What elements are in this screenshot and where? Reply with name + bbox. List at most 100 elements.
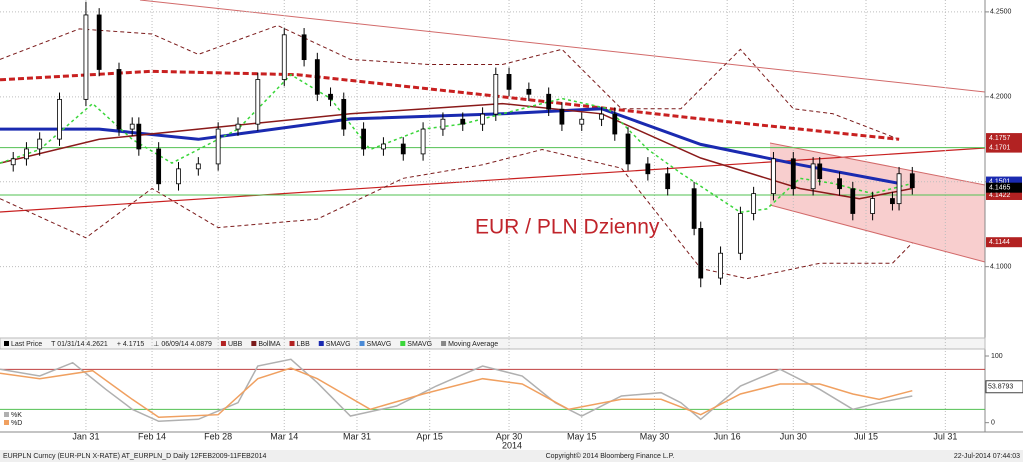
candle-body: [215, 128, 221, 165]
legend-label: ⊥ 06/09/14 4.0879: [153, 341, 212, 348]
footer-right: 22-Jul-2014 07:44:03: [954, 453, 1020, 460]
price-tag: [986, 142, 1022, 153]
legend-label: %K: [11, 412, 22, 419]
candle-body: [57, 98, 62, 140]
trend-line: [139, 0, 986, 93]
price-tag-label: 4.1501: [989, 178, 1011, 185]
line-series: [0, 148, 913, 280]
candle-body: [10, 158, 16, 166]
legend-swatch: [359, 341, 365, 346]
candle-body: [718, 252, 723, 279]
candle-body: [381, 143, 386, 150]
candle-body: [314, 59, 320, 95]
y2-tick-label: 0: [991, 420, 995, 427]
x-tick-label: Jul 15: [854, 431, 878, 441]
candle-body: [579, 118, 585, 125]
candle-body: [817, 163, 823, 180]
candle-body: [255, 79, 261, 125]
legend-label: + 4.1715: [117, 341, 145, 348]
candle-body: [790, 158, 796, 190]
x-tick-label: Jun 16: [714, 431, 741, 441]
legend-label: %D: [11, 420, 22, 427]
y-tick-label: 4.1000: [990, 264, 1012, 271]
legend-label: Moving Average: [448, 341, 498, 348]
footer-left: EURPLN Curncy (EUR-PLN X-RATE) AT_EURPLN…: [3, 453, 266, 460]
candle-body: [301, 34, 307, 61]
x-tick-label: May 15: [567, 431, 597, 441]
candle-body: [83, 14, 89, 100]
legend-label: SMAVG: [326, 341, 351, 348]
x-tick-label: Mar 31: [343, 431, 371, 441]
x-tick-label: Jan 31: [72, 431, 99, 441]
y-tick-label: 4.2500: [990, 9, 1012, 16]
price-tag-label: 4.1701: [989, 144, 1011, 151]
candle-body: [96, 14, 102, 70]
price-tag: [986, 176, 1022, 187]
candle-body: [599, 113, 604, 120]
candle-body: [156, 148, 162, 185]
candle-body: [850, 188, 856, 214]
candle-body: [460, 118, 466, 125]
candle-body: [328, 93, 333, 100]
candle-body: [176, 168, 181, 185]
line-series: [0, 69, 900, 141]
candle-body: [440, 118, 446, 130]
candle-body: [281, 34, 287, 80]
price-tag-label: 4.1757: [989, 135, 1011, 142]
x-tick-label: Apr 15: [416, 431, 443, 441]
candle-body: [526, 88, 532, 95]
x-tick-label: Jun 30: [780, 431, 807, 441]
candle-body: [896, 173, 902, 205]
channel-edge: [769, 142, 986, 186]
legend-swatch: [4, 420, 9, 425]
legend-swatch: [251, 341, 257, 346]
legend-label: Last Price: [11, 341, 42, 348]
candle-body: [506, 73, 512, 90]
candle-body: [361, 128, 366, 150]
candle-body: [625, 133, 631, 165]
candle-body: [645, 163, 651, 175]
candle-body: [136, 123, 142, 150]
candle-body: [341, 98, 347, 130]
legend-label: SMAVG: [407, 341, 432, 348]
annotation: EUR / PLN Dzienny: [475, 216, 660, 239]
candle-body: [837, 178, 842, 190]
line-series: [0, 24, 900, 140]
x-tick-label: May 30: [640, 431, 670, 441]
x-tick-label: Feb 14: [138, 431, 166, 441]
x-tick-label: Jul 31: [933, 431, 957, 441]
line-series: [0, 102, 913, 200]
legend-bar: [0, 337, 986, 350]
candle-body: [129, 123, 135, 130]
footer-center: Copyright© 2014 Bloomberg Finance L.P.: [546, 452, 675, 460]
legend-swatch: [400, 341, 406, 346]
x-tick-label: Apr 30: [496, 431, 523, 441]
legend-label: BollMA: [258, 341, 281, 348]
stoch-line: [0, 367, 913, 419]
legend-swatch: [4, 412, 9, 417]
candle-body: [909, 173, 915, 189]
candle-body: [480, 113, 485, 125]
trend-line: [0, 147, 986, 213]
candle-body: [559, 108, 565, 125]
candle-body: [771, 158, 776, 195]
legend-label: T 01/31/14 4.2621: [51, 341, 108, 348]
candle-body: [691, 188, 697, 229]
legend-label: SMAVG: [367, 341, 392, 348]
legend-swatch: [220, 341, 226, 346]
price-tag-label: 4.1144: [989, 239, 1010, 246]
legend-swatch: [4, 341, 9, 346]
candle-body: [546, 93, 552, 110]
price-tag-label: 53.8793: [988, 384, 1013, 391]
candle-body: [116, 69, 122, 130]
candle-body: [400, 143, 406, 155]
price-tag: [985, 380, 1023, 394]
price-tag: [986, 237, 1022, 248]
price-tag-label: 4.1422: [989, 192, 1011, 199]
legend-swatch: [318, 341, 324, 346]
channel: [770, 143, 985, 262]
price-tag: [986, 182, 1022, 193]
channel-edge: [769, 204, 986, 263]
